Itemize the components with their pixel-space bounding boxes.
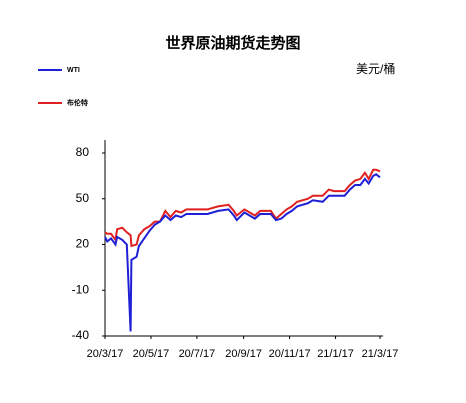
y-tick-label: -10: [72, 282, 90, 296]
x-tick-label: 20/11/17: [269, 348, 311, 360]
x-tick-label: 20/5/17: [133, 348, 170, 360]
series-line: [104, 168, 381, 248]
legend-label: 布伦特: [67, 98, 88, 107]
y-tick-label: -40: [72, 328, 90, 342]
chart-title: 世界原油期货走势图: [165, 34, 300, 52]
x-tick-label: 21/3/17: [362, 348, 399, 360]
x-tick-label: 20/9/17: [225, 348, 262, 360]
y-tick-label: 80: [76, 145, 90, 159]
x-tick-label: 20/7/17: [179, 348, 216, 360]
legend-label: WTI: [67, 67, 80, 74]
unit-label: 美元/桶: [356, 61, 395, 76]
x-tick-label: 21/1/17: [317, 348, 354, 360]
series-line: [104, 173, 381, 332]
x-tick-label: 20/3/17: [87, 348, 124, 360]
y-tick-label: 50: [76, 191, 90, 205]
y-tick-label: 20: [76, 237, 90, 251]
